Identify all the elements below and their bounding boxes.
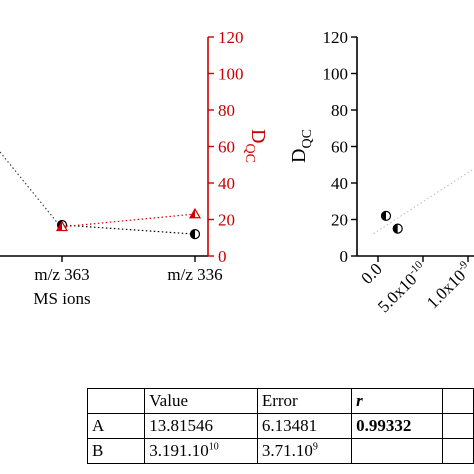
- table-cell-error: 6.13481: [256, 413, 353, 439]
- right-y-ticks: 0 20 40 60 80 100 120: [323, 28, 357, 266]
- table-header-cell: [441, 388, 474, 414]
- right-x-tick-label: 1.0x10-9: [422, 258, 474, 312]
- table-cell-error: 3.71.109: [256, 438, 353, 464]
- left-series-line: [61, 224, 196, 235]
- right-y-axis-title: DQC: [288, 129, 315, 163]
- left-triangle-point-fill: [190, 209, 195, 218]
- left-y-tick-label: 40: [218, 174, 235, 193]
- table-header-cell: Value: [144, 388, 258, 414]
- left-y-tick-label: 60: [218, 138, 235, 157]
- table-cell-empty: [441, 413, 474, 439]
- left-y-tick-label: 20: [218, 211, 235, 230]
- table-cell-empty: [441, 438, 474, 464]
- table-cell-value: 3.191.1010: [144, 438, 258, 464]
- right-y-tick-label: 120: [323, 28, 349, 47]
- right-x-tick-base: 0.0: [357, 259, 385, 287]
- table-row: B 3.191.1010 3.71.109: [86, 438, 474, 464]
- right-y-axis-title-main: D: [288, 149, 310, 163]
- value-exponent: 10: [208, 441, 219, 453]
- right-data-point-fill: [381, 211, 386, 221]
- left-triangle-point-fill: [57, 221, 62, 231]
- right-y-tick-label: 40: [331, 174, 348, 193]
- left-x-tick-label: m/z 363: [34, 265, 89, 284]
- right-y-tick-label: 60: [331, 138, 348, 157]
- left-y-tick-label: 0: [218, 247, 227, 266]
- left-triangle-point: [55, 220, 69, 232]
- left-triangle-point: [188, 207, 202, 219]
- error-base: 3.71.10: [261, 441, 313, 460]
- fit-parameters-table: Value Error r A 13.81546 6.13481 0.99332…: [86, 388, 474, 464]
- right-x-ticks: 0.05.0x10-101.0x10-91.5: [357, 256, 474, 316]
- table-cell-empty: [351, 438, 443, 464]
- left-series-group: [55, 207, 202, 240]
- right-x-tick-label: 5.0x10-10: [373, 258, 431, 316]
- left-y-axis-title: DQC: [242, 129, 269, 163]
- table-row: A 13.81546 6.13481 0.99332: [86, 413, 474, 439]
- right-y-tick-label: 100: [323, 65, 349, 84]
- table-cell-value: 13.81546: [144, 413, 258, 439]
- right-data-point-fill: [393, 224, 398, 234]
- left-x-tick-label: m/z 336: [167, 265, 222, 284]
- value-base: 3.191.10: [149, 441, 209, 460]
- right-x-tick-label: 0.0: [357, 259, 385, 287]
- table-header-cell: r: [351, 388, 443, 414]
- left-circle-point: [189, 229, 201, 240]
- left-circle-point-fill: [190, 229, 195, 239]
- left-y-axis-title-sub: QC: [242, 144, 257, 163]
- table-cell-label: B: [86, 438, 146, 464]
- table-header-row: Value Error r: [86, 388, 474, 414]
- right-series-group: [373, 169, 473, 235]
- error-exponent: 9: [312, 441, 318, 453]
- table-cell-label: A: [86, 413, 146, 439]
- left-y-ticks: 0 20 40 60 80 100 120: [208, 28, 244, 266]
- right-y-axis-title-sub: QC: [300, 129, 315, 148]
- right-fit-line: [373, 169, 473, 235]
- right-data-point: [380, 210, 392, 221]
- left-y-tick-label: 120: [218, 28, 244, 47]
- left-x-axis-title: MS ions: [33, 289, 90, 308]
- table-header-cell: [86, 388, 146, 414]
- left-y-tick-label: 100: [218, 65, 244, 84]
- right-data-point: [392, 223, 403, 234]
- left-series-line: [61, 213, 196, 228]
- right-y-tick-label: 0: [340, 247, 349, 266]
- table-cell-r: 0.99332: [351, 413, 443, 439]
- right-y-tick-label: 20: [331, 211, 348, 230]
- left-y-tick-label: 80: [218, 101, 235, 120]
- table-header-cell: Error: [256, 388, 353, 414]
- left-black-incoming-line: [0, 151, 61, 227]
- right-y-tick-label: 80: [331, 101, 348, 120]
- left-y-axis-title-main: D: [247, 129, 269, 143]
